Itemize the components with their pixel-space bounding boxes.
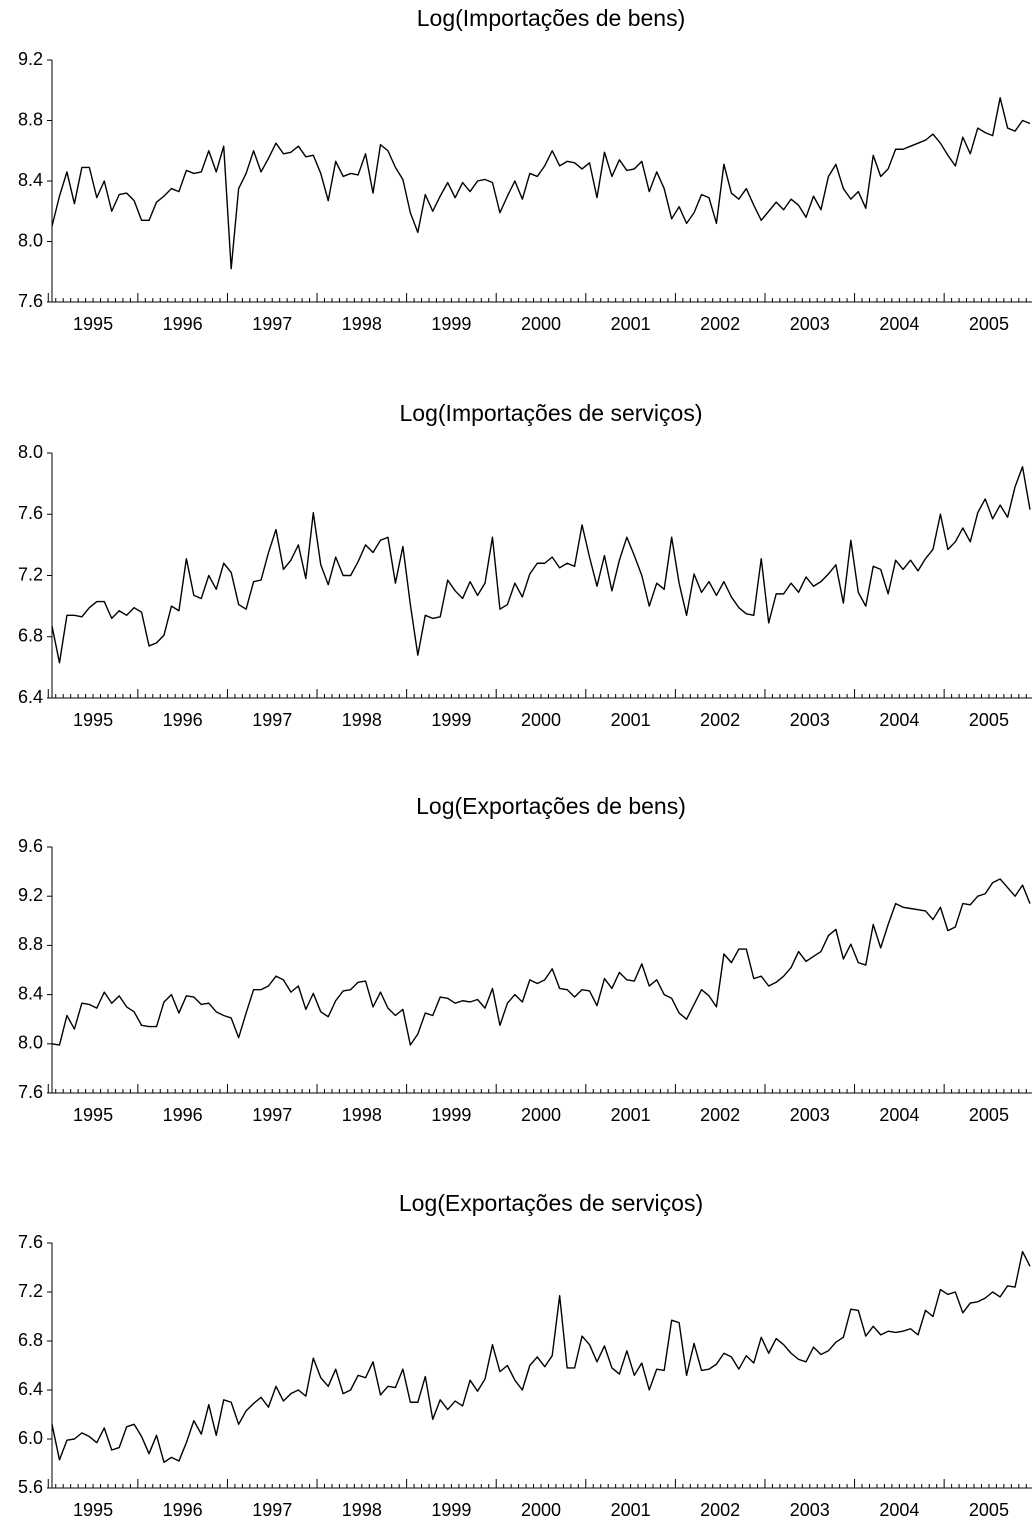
x-tick-label: 1997 [252,710,292,730]
x-tick-label: 2003 [790,710,830,730]
x-tick-label: 2004 [879,314,919,334]
x-tick-label: 1996 [163,1500,203,1520]
x-tick-label: 1995 [73,1105,113,1125]
y-tick-label: 8.4 [18,983,43,1003]
x-tick-label: 2002 [700,1105,740,1125]
x-tick-label: 1998 [342,314,382,334]
x-tick-label: 2002 [700,314,740,334]
x-tick-label: 2005 [969,1500,1009,1520]
data-line [51,466,1031,664]
chart-title: Log(Importações de bens) [417,5,686,31]
x-tick-label: 2005 [969,1105,1009,1125]
x-tick-label: 1998 [342,710,382,730]
y-tick-label: 6.0 [18,1428,43,1448]
y-tick-label: 7.6 [18,503,43,523]
x-tick-label: 1997 [252,1105,292,1125]
x-tick-label: 2004 [879,1500,919,1520]
x-tick-label: 1997 [252,314,292,334]
y-tick-label: 8.0 [18,1033,43,1053]
y-tick-label: 7.6 [18,291,43,311]
x-tick-label: 1998 [342,1500,382,1520]
x-tick-label: 2000 [521,314,561,334]
y-tick-label: 6.8 [18,1330,43,1350]
x-tick-label: 2005 [969,314,1009,334]
x-tick-label: 2004 [879,710,919,730]
x-tick-label: 2002 [700,710,740,730]
chart-title: Log(Importações de serviços) [400,400,703,426]
x-tick-label: 2003 [790,1500,830,1520]
y-tick-label: 7.6 [18,1082,43,1102]
y-tick-label: 5.6 [18,1477,43,1497]
x-tick-label: 1999 [431,710,471,730]
y-tick-label: 6.4 [18,687,43,707]
x-tick-label: 2000 [521,1105,561,1125]
x-tick-label: 2001 [611,314,651,334]
y-tick-label: 6.8 [18,626,43,646]
x-tick-label: 1999 [431,314,471,334]
y-tick-label: 9.6 [18,836,43,856]
x-tick-label: 1995 [73,710,113,730]
y-tick-label: 6.4 [18,1379,43,1399]
x-tick-label: 2001 [611,1105,651,1125]
data-line [51,878,1031,1046]
y-tick-label: 8.4 [18,170,43,190]
x-tick-label: 1997 [252,1500,292,1520]
y-tick-label: 8.8 [18,934,43,954]
x-tick-label: 1999 [431,1105,471,1125]
y-tick-label: 7.6 [18,1232,43,1252]
x-tick-label: 1998 [342,1105,382,1125]
x-tick-label: 1996 [163,314,203,334]
x-tick-label: 1996 [163,710,203,730]
x-tick-label: 2004 [879,1105,919,1125]
data-line [51,1250,1031,1463]
y-tick-label: 7.2 [18,564,43,584]
data-line [51,97,1031,270]
x-tick-label: 2002 [700,1500,740,1520]
x-tick-label: 1999 [431,1500,471,1520]
y-tick-label: 8.8 [18,109,43,129]
x-tick-label: 1995 [73,1500,113,1520]
x-tick-label: 2000 [521,710,561,730]
x-tick-label: 2003 [790,314,830,334]
x-tick-label: 1995 [73,314,113,334]
x-tick-label: 2003 [790,1105,830,1125]
chart-title: Log(Exportações de bens) [416,793,686,819]
x-tick-label: 2005 [969,710,1009,730]
y-tick-label: 7.2 [18,1281,43,1301]
chart-title: Log(Exportações de serviços) [399,1190,703,1216]
x-tick-label: 2001 [611,710,651,730]
x-tick-label: 2001 [611,1500,651,1520]
y-tick-label: 8.0 [18,230,43,250]
x-tick-label: 2000 [521,1500,561,1520]
y-tick-label: 8.0 [18,442,43,462]
y-tick-label: 9.2 [18,49,43,69]
x-tick-label: 1996 [163,1105,203,1125]
y-tick-label: 9.2 [18,885,43,905]
